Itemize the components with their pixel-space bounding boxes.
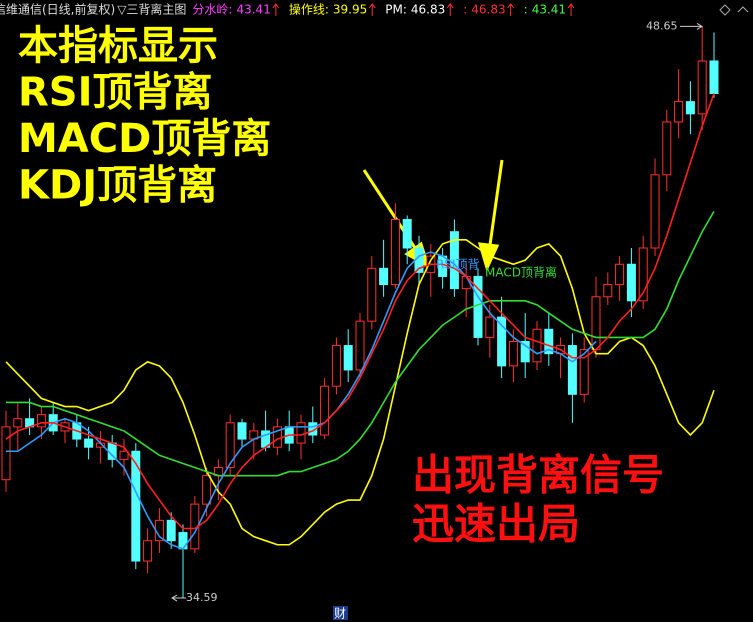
candle-body: [119, 450, 129, 460]
candle-body: [143, 540, 153, 562]
header-label: 分水岭:: [192, 3, 232, 17]
candle-body: [178, 532, 188, 550]
candle-body: [449, 231, 459, 290]
high-label: 48.65: [646, 19, 678, 32]
up-arrow: [368, 3, 376, 16]
note-left: RSI顶背离: [18, 70, 213, 116]
icon-diamond[interactable]: [719, 4, 731, 16]
candle-body: [13, 418, 23, 428]
high-pointer: [680, 22, 703, 30]
low-pointer: [171, 594, 186, 602]
candle-body: [225, 422, 235, 469]
up-arrow: [272, 3, 280, 16]
annotation: RSI顶背: [436, 258, 480, 272]
candle-body: [603, 284, 613, 298]
candle-body: [685, 101, 695, 115]
candle-body: [331, 345, 341, 387]
candle-body: [84, 438, 94, 448]
indicator-name: ▽三背离主图: [117, 2, 186, 17]
candle-body: [520, 340, 530, 363]
candle-body: [497, 316, 507, 367]
candle-body: [674, 101, 684, 123]
candle-body: [579, 349, 589, 395]
stock-name: 信维通信(日线,前复权): [0, 2, 115, 17]
candle-body: [237, 422, 247, 440]
header-value: 43.41: [236, 3, 270, 17]
candle-body: [544, 328, 554, 355]
icon-up[interactable]: [737, 6, 749, 13]
candle-body: [296, 422, 306, 444]
top-icons: [719, 4, 749, 16]
header-label: PM:: [385, 3, 407, 17]
up-arrow: [446, 3, 454, 16]
indicator-line: [5, 239, 715, 546]
header-value: 39.95: [333, 3, 367, 17]
footer-label: 财: [334, 607, 346, 621]
indicator-line: [6, 251, 597, 550]
candle-body: [615, 263, 625, 286]
annotation: MACD顶背离: [485, 265, 557, 280]
candle-body: [567, 345, 577, 395]
header-value: 43.41: [532, 3, 566, 17]
candle-body: [390, 219, 400, 286]
up-arrow: [567, 3, 575, 16]
candle-body: [402, 219, 412, 249]
candle-body: [166, 519, 176, 542]
footer-box: [333, 606, 348, 620]
low-label: 34.59: [186, 591, 218, 604]
candle-body: [343, 345, 353, 371]
header-label: :: [463, 3, 467, 17]
candle-body: [638, 247, 648, 302]
candle-body: [508, 340, 518, 367]
note-left: KDJ顶背离: [18, 163, 217, 209]
candle-body: [697, 60, 707, 115]
candle-body: [355, 320, 365, 371]
header-value: 46.83: [471, 3, 505, 17]
indicator-line: [6, 210, 715, 477]
note-left: 本指标显示: [18, 23, 218, 69]
candle-body: [485, 316, 495, 338]
candle-body: [662, 121, 672, 176]
candle-body: [709, 60, 719, 95]
candle-body: [626, 263, 636, 302]
header-label: 操作线:: [289, 2, 329, 17]
candle-body: [367, 267, 377, 322]
candle-body: [379, 267, 389, 286]
header-label: :: [524, 3, 528, 17]
header-value: 46.83: [411, 3, 445, 17]
note-right: 迅速出局: [412, 500, 580, 549]
indicator-line: [5, 93, 715, 530]
candle-body: [320, 385, 330, 436]
candle-body: [36, 414, 46, 428]
candle-body: [1, 426, 11, 481]
candle-body: [107, 442, 117, 460]
candle-body: [202, 475, 212, 505]
note-right: 出现背离信号: [412, 451, 664, 500]
up-arrow: [507, 3, 515, 16]
candle-body: [650, 174, 660, 249]
arrow-line: [488, 159, 504, 246]
note-left: MACD顶背离: [18, 116, 271, 162]
candle-body: [532, 328, 542, 363]
candle-body: [131, 450, 141, 562]
